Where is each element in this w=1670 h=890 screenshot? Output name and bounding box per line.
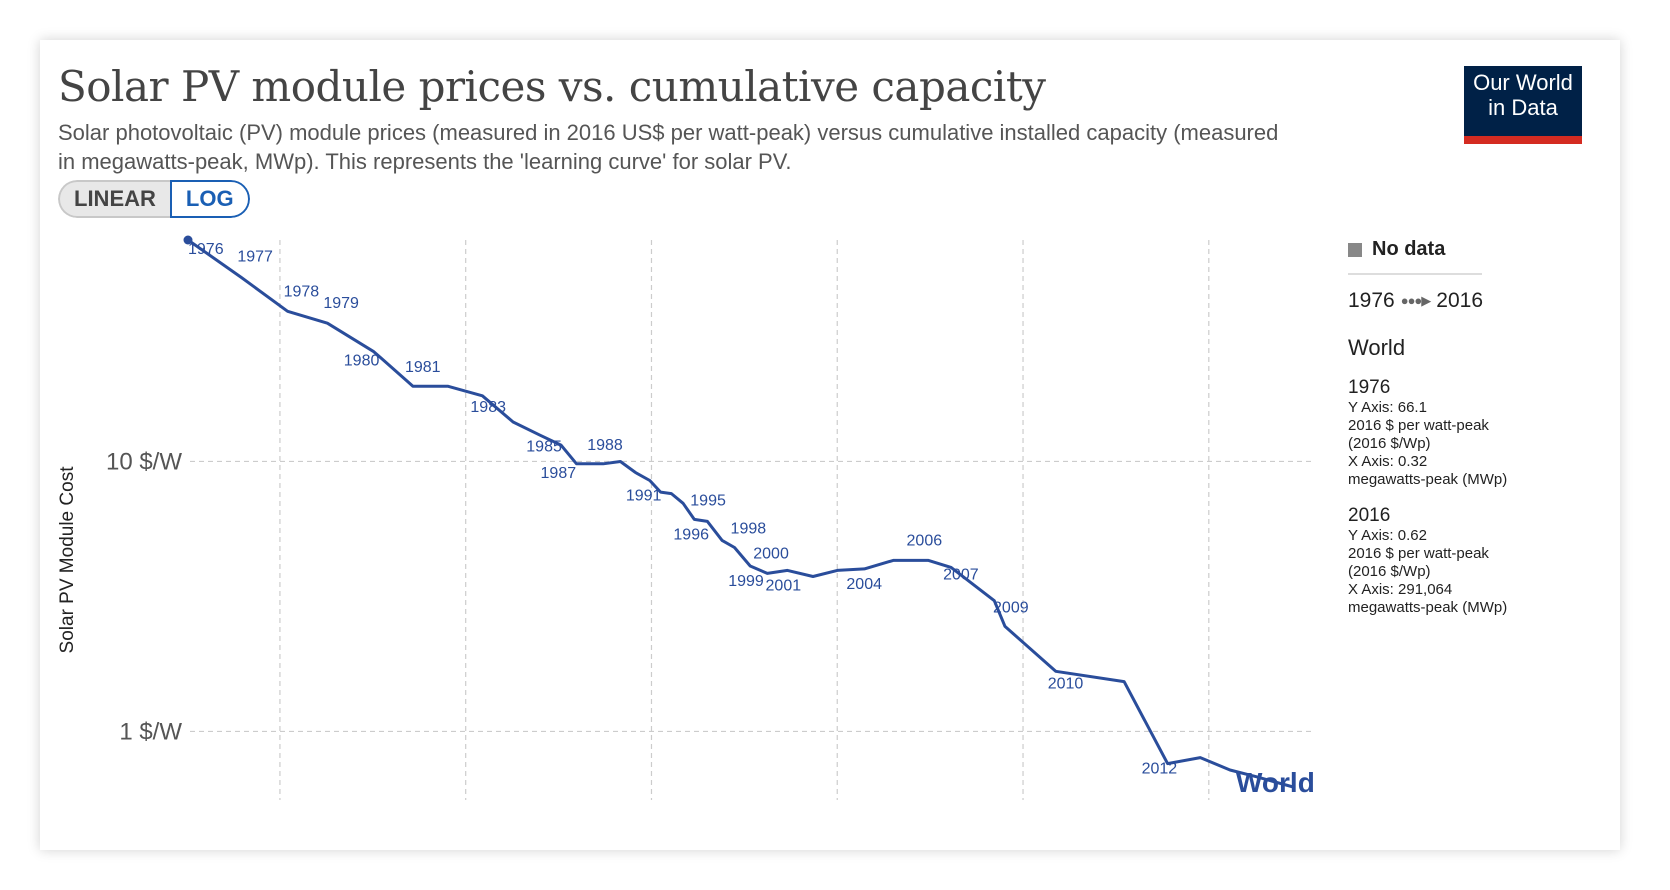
year-label: 2001	[766, 577, 802, 594]
data-point[interactable]	[648, 479, 652, 483]
year-label: 1988	[587, 437, 623, 454]
chart-card: Solar PV module prices vs. cumulative ca…	[40, 40, 1620, 850]
data-point[interactable]	[862, 567, 866, 571]
data-point[interactable]	[669, 492, 673, 496]
series-line-world[interactable]	[187, 238, 1296, 789]
entity-name: World	[1348, 335, 1406, 360]
data-point[interactable]	[1198, 756, 1202, 760]
tooltip-end-x-unit: megawatts-peak (MWp)	[1348, 599, 1508, 616]
series-start-point[interactable]	[183, 235, 193, 245]
data-point[interactable]	[705, 519, 709, 523]
year-label: 1978	[284, 283, 320, 300]
data-point[interactable]	[765, 571, 769, 575]
tooltip-start-year: 1976	[1348, 377, 1391, 398]
data-point[interactable]	[692, 517, 696, 521]
no-data-label: No data	[1372, 238, 1446, 260]
year-label: 2000	[753, 545, 789, 562]
year-label: 1999	[728, 573, 764, 590]
y-tick-label: 1 $/W	[119, 718, 182, 745]
year-label: 1983	[470, 399, 506, 416]
year-label: 1995	[690, 492, 726, 509]
year-label: 1996	[673, 526, 709, 543]
data-point[interactable]	[239, 276, 243, 280]
tooltip-start: 1976 Y Axis: 66.1 2016 $ per watt-peak (…	[1348, 377, 1508, 489]
data-point[interactable]	[511, 420, 515, 424]
data-point[interactable]	[835, 568, 839, 572]
tooltip-end-y-unit: 2016 $ per watt-peak (2016 $/Wp)	[1348, 545, 1489, 580]
year-label: 2009	[993, 599, 1029, 616]
timeline-range[interactable]: 1976 ●●●▶ 2016	[1348, 289, 1508, 313]
log-scale-button[interactable]: LOG	[169, 180, 250, 218]
tooltip-end-year: 2016	[1348, 505, 1391, 526]
year-label: 1981	[405, 359, 441, 376]
data-point[interactable]	[786, 568, 790, 572]
timeline-end-year: 2016	[1436, 289, 1483, 312]
data-point[interactable]	[411, 384, 415, 388]
y-axis-label: Solar PV Module Cost	[57, 466, 78, 654]
tooltip-start-y: Y Axis: 66.1	[1348, 399, 1427, 416]
year-label: 2004	[846, 576, 882, 593]
data-point[interactable]	[633, 471, 637, 475]
data-point[interactable]	[748, 564, 752, 568]
no-data-swatch	[1348, 242, 1362, 257]
linear-scale-button[interactable]: LINEAR	[58, 180, 170, 218]
data-point[interactable]	[1003, 624, 1007, 628]
data-point[interactable]	[618, 459, 622, 463]
year-label: 1977	[237, 249, 273, 266]
timeline-arrow-icon: ●●●▶	[1400, 293, 1432, 308]
year-label: 1980	[344, 353, 380, 370]
year-label: 1979	[323, 295, 359, 312]
logo-line-2: in Data	[1488, 95, 1558, 120]
year-label: 2012	[1142, 761, 1178, 778]
data-point[interactable]	[811, 574, 815, 578]
year-label: 2007	[943, 566, 979, 583]
year-label: 1998	[731, 521, 767, 538]
data-point[interactable]	[1122, 680, 1126, 684]
data-point[interactable]	[601, 462, 605, 466]
tooltip-end-y: Y Axis: 0.62	[1348, 527, 1427, 544]
scale-toggle: LINEAR LOG	[58, 180, 250, 218]
series-end-label[interactable]: World	[1236, 767, 1315, 798]
chart-subtitle: Solar photovoltaic (PV) module prices (m…	[58, 120, 1279, 174]
owid-logo[interactable]: Our World in Data	[1464, 66, 1582, 144]
data-point[interactable]	[480, 394, 484, 398]
tooltip-end: 2016 Y Axis: 0.62 2016 $ per watt-peak (…	[1348, 505, 1508, 617]
data-point[interactable]	[720, 538, 724, 542]
no-data-legend[interactable]: No data	[1348, 238, 1482, 275]
data-point[interactable]	[891, 558, 895, 562]
line-chart: 10 $/W 1 $/W Solar PV Module Cost 1976 1977 1…	[57, 235, 1315, 800]
tooltip-start-x-unit: megawatts-peak (MWp)	[1348, 471, 1508, 488]
year-label: 1985	[526, 438, 562, 455]
year-label: 2010	[1048, 675, 1084, 692]
tooltip-start-x: X Axis: 0.32	[1348, 453, 1428, 470]
data-point[interactable]	[733, 546, 737, 550]
data-point[interactable]	[1054, 669, 1058, 673]
y-tick-label: 10 $/W	[106, 448, 182, 475]
data-point[interactable]	[446, 384, 450, 388]
data-point[interactable]	[538, 433, 542, 437]
data-point[interactable]	[927, 558, 931, 562]
year-label: 1976	[188, 241, 224, 258]
year-label: 2006	[907, 532, 943, 549]
data-point[interactable]	[681, 501, 685, 505]
chart-title: Solar PV module prices vs. cumulative ca…	[58, 62, 1046, 111]
legend-panel: No data 1976 ●●●▶ 2016 World 1976 Y Axis…	[1348, 238, 1508, 617]
timeline-start-year: 1976	[1348, 289, 1395, 312]
year-label: 1991	[626, 488, 662, 505]
tooltip-end-x: X Axis: 291,064	[1348, 581, 1453, 598]
data-point[interactable]	[325, 321, 329, 325]
tooltip-start-y-unit: 2016 $ per watt-peak (2016 $/Wp)	[1348, 417, 1489, 452]
data-point[interactable]	[1228, 768, 1232, 772]
logo-line-1: Our World	[1473, 70, 1573, 95]
data-point[interactable]	[286, 309, 290, 313]
year-label: 1987	[541, 465, 577, 482]
